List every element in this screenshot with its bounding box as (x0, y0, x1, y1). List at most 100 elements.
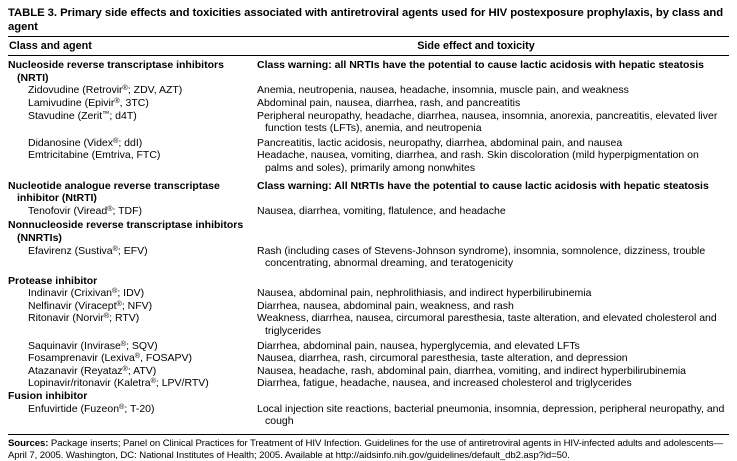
agent-effects: Local injection site reactions, bacteria… (257, 402, 725, 428)
agent-effects: Weakness, diarrhea, nausea, circumoral p… (257, 312, 717, 338)
agent-effects: Rash (including cases of Stevens-Johnson… (257, 244, 706, 270)
agent-name-text: Indinavir (Crixivan (28, 287, 113, 300)
registered-mark-icon: ® (112, 286, 118, 296)
agent-name-text: Didanosine (Videx (28, 136, 114, 149)
agent-name-tail: , 3TC) (119, 96, 149, 109)
agent-name-text: Lamivudine (Epivir (28, 96, 115, 109)
table-row: Indinavir (Crixivan®; IDV) Nausea, abdom… (8, 287, 729, 300)
table-row: Lopinavir/ritonavir (Kaletra®; LPV/RTV) … (8, 377, 729, 390)
agent-name-text: Fosamprenavir (Lexiva (28, 352, 135, 365)
agent-name: Didanosine (Videx®; ddI) (8, 135, 257, 150)
agent-effects: Peripheral neuropathy, headache, diarrhe… (257, 109, 718, 135)
agent-name: Saquinavir (Invirase®; SQV) (8, 338, 257, 353)
table-row: Ritonavir (Norvir®; RTV) Weakness, diarr… (8, 312, 729, 337)
column-header-class-and-agent: Class and agent (9, 39, 92, 52)
agent-name: Fosamprenavir (Lexiva®, FOSAPV) (8, 352, 257, 365)
agent-name-tail: ; T-20) (124, 402, 155, 415)
table-row: Didanosine (Videx®; ddI) Pancreatitis, l… (8, 135, 729, 150)
agent-name: Emtricitabine (Emtriva, FTC) (8, 149, 257, 162)
agent-name: Efavirenz (Sustiva®; EFV) (8, 243, 257, 258)
sources-label: Sources: (8, 437, 49, 449)
agent-name: Lamivudine (Epivir®, 3TC) (8, 97, 257, 110)
registered-mark-icon: ® (113, 135, 119, 145)
registered-mark-icon: ® (116, 298, 122, 308)
sources-text: Package inserts; Panel on Clinical Pract… (8, 437, 724, 461)
agent-name-text: Tenofovir (Viread (28, 204, 108, 217)
agent-effects: Nausea, diarrhea, rash, circumoral pares… (257, 352, 628, 365)
class-name: Fusion inhibitor (8, 390, 88, 403)
table-row: Atazanavir (Reyataz®; ATV) Nausea, heada… (8, 365, 729, 378)
class-name: Nucleoside reverse transcriptase inhibit… (8, 59, 224, 84)
agent-name-text: Efavirenz (Sustiva (28, 244, 113, 257)
class-header-row: Nucleotide analogue reverse transcriptas… (8, 180, 729, 205)
agent-name-tail: ; LPV/RTV) (155, 377, 209, 390)
table-body: Nucleoside reverse transcriptase inhibit… (8, 56, 729, 428)
registered-mark-icon: ® (134, 351, 141, 361)
table-sources: Sources: Package inserts; Panel on Clini… (8, 435, 729, 461)
agent-name-text: Nelfinavir (Viracept (28, 299, 117, 312)
table-row: Fosamprenavir (Lexiva®, FOSAPV) Nausea, … (8, 352, 729, 365)
agent-name: Nelfinavir (Viracept®; NFV) (8, 300, 257, 313)
agent-name-tail: ; RTV) (109, 312, 140, 325)
agent-name: Tenofovir (Viread®; TDF) (8, 203, 257, 218)
agent-effects: Anemia, neutropenia, nausea, headache, i… (257, 84, 629, 97)
agent-effects: Nausea, abdominal pain, nephrolithiasis,… (257, 287, 592, 300)
class-name: Nucleotide analogue reverse transcriptas… (8, 179, 220, 205)
table-row: Emtricitabine (Emtriva, FTC) Headache, n… (8, 149, 729, 174)
class-warning: Class warning: all NRTIs have the potent… (257, 59, 704, 72)
class-warning: Class warning: All NtRTIs have the poten… (257, 179, 709, 192)
registered-mark-icon: ® (122, 83, 128, 93)
agent-effects: Diarrhea, abdominal pain, nausea, hyperg… (257, 339, 580, 352)
agent-name: Indinavir (Crixivan®; IDV) (8, 287, 257, 300)
agent-name-text: Lopinavir/ritonavir (Kaletra (28, 377, 151, 390)
agent-name-tail: ; d4T) (109, 109, 137, 122)
agent-name-tail: ; ZDV, AZT) (127, 84, 183, 97)
trademark-mark-icon: ™ (102, 108, 110, 118)
header-bottom-rule (8, 55, 729, 57)
registered-mark-icon: ® (150, 376, 156, 386)
agent-name-text: Ritonavir (Norvir (28, 312, 104, 325)
agent-name: Enfuvirtide (Fuzeon®; T-20) (8, 401, 257, 416)
table-row: Zidovudine (Retrovir®; ZDV, AZT) Anemia,… (8, 84, 729, 97)
agent-name: Ritonavir (Norvir®; RTV) (8, 312, 257, 325)
table-row: Stavudine (Zerit™; d4T) Peripheral neuro… (8, 108, 729, 135)
class-name: Protease inhibitor (8, 274, 98, 287)
registered-mark-icon: ® (119, 401, 125, 411)
registered-mark-icon: ® (112, 243, 118, 253)
agent-name-text: Stavudine (Zerit (28, 109, 103, 122)
table-row: Nelfinavir (Viracept®; NFV) Diarrhea, na… (8, 300, 729, 313)
agent-name-text: Emtricitabine (Emtriva, FTC) (28, 149, 161, 162)
agent-name-tail: ; TDF) (112, 204, 143, 217)
agent-name-tail: ; NFV) (121, 299, 153, 312)
agent-effects: Nausea, headache, rash, abdominal pain, … (257, 364, 687, 377)
agent-effects: Diarrhea, fatigue, headache, nausea, and… (257, 377, 632, 390)
agent-name-text: Atazanavir (Reyataz (28, 364, 123, 377)
class-header-row: Nucleoside reverse transcriptase inhibit… (8, 59, 729, 84)
agent-name-text: Enfuvirtide (Fuzeon (28, 402, 120, 415)
table-row: Saquinavir (Invirase®; SQV) Diarrhea, ab… (8, 338, 729, 353)
agent-name: Stavudine (Zerit™; d4T) (8, 108, 257, 123)
agent-effects: Pancreatitis, lactic acidosis, neuropath… (257, 136, 623, 149)
footer-rule (8, 433, 729, 435)
table-row: Tenofovir (Viread®; TDF) Nausea, diarrhe… (8, 203, 729, 218)
agent-name-tail: ; ATV) (127, 364, 157, 377)
registered-mark-icon: ® (107, 203, 113, 213)
registered-mark-icon: ® (120, 338, 127, 348)
registered-mark-icon: ® (122, 363, 128, 373)
class-header-row: Protease inhibitor (8, 275, 729, 288)
agent-name-tail: ; ddI) (118, 136, 143, 149)
agent-name-tail: ; EFV) (117, 244, 148, 257)
agent-name: Lopinavir/ritonavir (Kaletra®; LPV/RTV) (8, 377, 257, 390)
agent-name-tail: , FOSAPV) (140, 352, 193, 365)
agent-name-tail: ; SQV) (126, 339, 158, 352)
agent-name: Zidovudine (Retrovir®; ZDV, AZT) (8, 84, 257, 97)
agent-effects: Diarrhea, nausea, abdominal pain, weakne… (257, 299, 514, 312)
agent-name-tail: ; IDV) (117, 287, 145, 300)
registered-mark-icon: ® (114, 95, 120, 105)
column-header-row: Class and agent Side effect and toxicity (8, 37, 729, 55)
table-row: Lamivudine (Epivir®, 3TC) Abdominal pain… (8, 97, 729, 110)
table-title: TABLE 3. Primary side effects and toxici… (8, 7, 724, 33)
agent-effects: Nausea, diarrhea, vomiting, flatulence, … (257, 204, 506, 217)
agent-name: Atazanavir (Reyataz®; ATV) (8, 365, 257, 378)
agent-effects: Headache, nausea, vomiting, diarrhea, an… (257, 149, 699, 174)
